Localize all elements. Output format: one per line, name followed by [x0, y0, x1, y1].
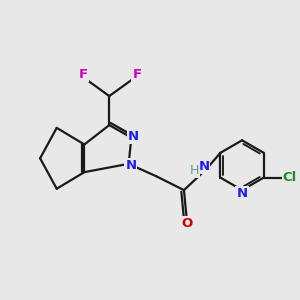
Text: F: F [132, 68, 142, 81]
Text: N: N [128, 130, 139, 143]
Text: F: F [78, 68, 88, 81]
Text: N: N [236, 187, 247, 200]
Text: O: O [181, 217, 192, 230]
Text: H: H [190, 164, 199, 177]
Text: Cl: Cl [283, 171, 297, 184]
Text: N: N [125, 159, 136, 172]
Text: N: N [198, 160, 209, 172]
